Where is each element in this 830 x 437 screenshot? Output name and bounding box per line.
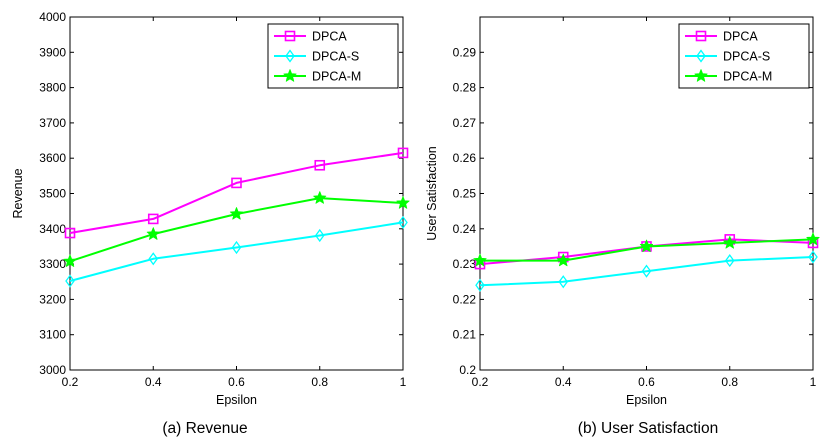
data-point-dpca-m [63,254,77,267]
legend-label-dpca: DPCA [723,30,758,44]
y-tick-label: 3500 [39,187,66,201]
y-tick-label: 0.25 [453,187,477,201]
legend-label-dpca-m: DPCA-M [312,70,361,84]
y-tick-label: 3700 [39,116,66,130]
data-point-dpca-s [314,228,325,243]
x-tick-label: 0.8 [721,375,738,389]
legend-marker-dpca-m [283,69,297,82]
x-axis-label: Epsilon [216,393,257,407]
data-point-dpca-s [148,252,159,266]
y-tick-label: 3900 [39,45,66,59]
y-tick-label: 0.22 [453,292,477,306]
x-tick-label: 0.2 [472,375,489,389]
x-tick-label: 1 [400,375,407,389]
y-axis-label: Revenue [11,168,25,218]
x-axis-label: Epsilon [626,393,667,407]
y-tick-label: 0.21 [453,328,477,342]
x-tick-label: 0.4 [145,375,162,389]
data-point-dpca-s [724,253,735,268]
data-point-dpca-m [313,191,327,204]
x-tick-label: 0.8 [311,375,328,389]
data-point-dpca-m [229,207,244,220]
data-point-dpca-s [558,275,569,289]
y-tick-label: 3400 [39,222,66,236]
data-point-dpca-s [808,250,818,264]
data-point-dpca-m [556,253,570,267]
legend-label-dpca: DPCA [312,30,347,44]
data-point-dpca-m [473,253,487,267]
legend-label-dpca-s: DPCA-S [723,50,770,64]
data-point-dpca-m [806,232,820,246]
series-line-dpca-s [479,256,814,287]
data-point-dpca [314,159,326,171]
y-tick-label: 0.29 [453,45,477,59]
y-tick-label: 0.2 [459,363,476,377]
legend-marker-dpca [695,30,707,42]
revenue-chart: 0.2 0.4 0.6 0.8 1 3000 3100 3200 3300 3400 3500 360… [11,10,410,437]
y-tick-label: 3100 [39,328,66,342]
y-tick-label: 0.23 [453,257,477,271]
x-tick-label: 0.4 [555,375,572,389]
series-line-dpca [69,151,404,234]
chart-caption: (a) Revenue [162,420,247,437]
data-point-dpca [231,177,242,189]
data-point-dpca-s [641,264,652,278]
y-tick-label: 0.24 [453,222,477,236]
data-point-dpca [397,147,409,159]
y-tick-label: 3800 [39,81,66,95]
data-point-dpca-m [146,227,160,240]
data-point-dpca-s [475,278,485,292]
y-tick-label: 3600 [39,151,66,165]
y-tick-label: 3000 [39,363,66,377]
data-point-dpca-s [231,240,242,255]
y-tick-label: 4000 [39,10,66,24]
y-tick-label: 0.28 [453,81,477,95]
data-point-dpca-s [65,274,75,288]
legend-marker-dpca-m [694,69,708,82]
x-tick-label: 0.6 [638,375,655,389]
x-tick-label: 0.2 [62,375,79,389]
y-axis-label: User Satisfaction [425,146,439,241]
data-point-dpca-m [723,235,737,249]
x-tick-label: 0.6 [228,375,245,389]
chart-caption: (b) User Satisfaction [578,420,718,437]
legend-marker-dpca [284,30,296,42]
legend-marker-dpca-s [285,49,295,63]
data-point-dpca-m [396,196,410,209]
legend-marker-dpca-s [696,49,706,63]
user-satisfaction-chart: 0.2 0.4 0.6 0.8 1 0.2 0.21 0.22 0.23 0.24 0.25 0.26… [425,16,820,437]
y-tick-label: 3200 [39,292,66,306]
y-tick-label: 3300 [39,257,66,271]
data-point-dpca [147,213,159,225]
y-tick-label: 0.27 [453,116,477,130]
x-tick-label: 1 [810,375,817,389]
y-tick-label: 0.26 [453,151,477,165]
legend-label-dpca-s: DPCA-S [312,50,359,64]
series-line-dpca-s [69,221,404,282]
data-point-dpca-m [639,239,654,253]
data-point-dpca [64,227,76,239]
legend-label-dpca-m: DPCA-M [723,70,772,84]
data-point-dpca-s [398,215,408,230]
